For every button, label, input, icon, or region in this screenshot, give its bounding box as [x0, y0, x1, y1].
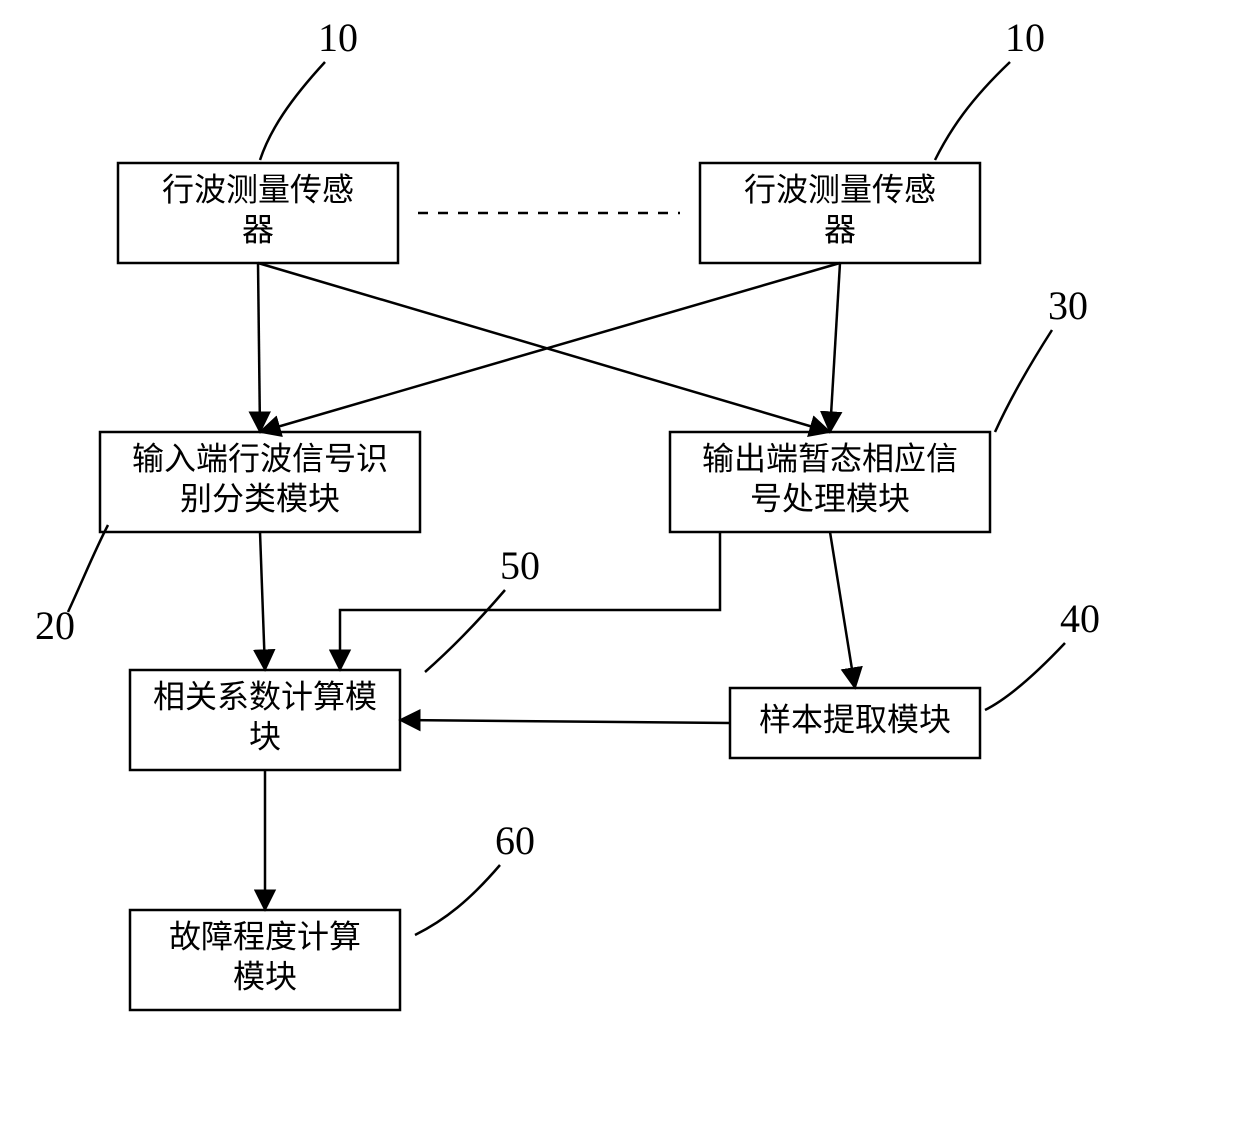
node-sensor_left: 行波测量传感器 — [118, 163, 398, 263]
lead-line — [68, 525, 108, 612]
node-input_mod: 输入端行波信号识别分类模块 — [100, 432, 420, 532]
lead-line — [415, 865, 500, 935]
node-label: 行波测量传感 — [162, 171, 354, 207]
node-label: 输入端行波信号识 — [132, 440, 388, 476]
node-label: 样本提取模块 — [759, 701, 951, 737]
flowchart: 行波测量传感器行波测量传感器输入端行波信号识别分类模块输出端暂态相应信号处理模块… — [0, 0, 1240, 1124]
node-label: 相关系数计算模 — [153, 678, 377, 714]
node-label: 块 — [249, 718, 281, 754]
node-label: 行波测量传感 — [744, 171, 936, 207]
edge — [830, 532, 855, 688]
lead-line — [995, 330, 1052, 432]
node-label: 器 — [824, 211, 856, 247]
node-label: 器 — [242, 211, 274, 247]
node-label: 号处理模块 — [750, 480, 910, 516]
node-output_mod: 输出端暂态相应信号处理模块 — [670, 432, 990, 532]
node-fault_mod: 故障程度计算模块 — [130, 910, 400, 1010]
lead-line — [425, 590, 505, 672]
node-corr_mod: 相关系数计算模块 — [130, 670, 400, 770]
node-label: 别分类模块 — [180, 480, 340, 516]
edge — [258, 263, 260, 432]
node-label: 故障程度计算 — [169, 918, 361, 954]
ref-label-r30: 30 — [1048, 283, 1088, 328]
node-sensor_right: 行波测量传感器 — [700, 163, 980, 263]
ref-label-r50: 50 — [500, 543, 540, 588]
ref-label-r60: 60 — [495, 818, 535, 863]
ref-label-r10b: 10 — [1005, 15, 1045, 60]
node-label: 模块 — [233, 958, 297, 994]
edge — [830, 263, 840, 432]
lead-line — [260, 62, 325, 160]
ref-label-r40: 40 — [1060, 596, 1100, 641]
lead-line — [935, 62, 1010, 160]
edge — [400, 720, 730, 723]
edge — [260, 532, 265, 670]
node-label: 输出端暂态相应信 — [702, 440, 958, 476]
lead-line — [985, 643, 1065, 710]
ref-label-r10a: 10 — [318, 15, 358, 60]
node-sample_mod: 样本提取模块 — [730, 688, 980, 758]
